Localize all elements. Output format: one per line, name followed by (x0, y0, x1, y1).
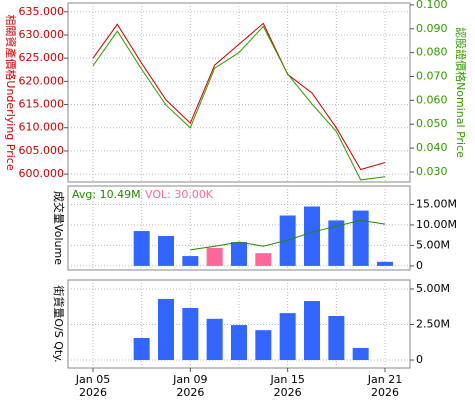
tick-label: 5.00M (416, 282, 450, 295)
bar (279, 215, 296, 266)
bar (304, 301, 320, 361)
y-axis-title: 成交量Volume (52, 191, 66, 265)
tick-label: 0.050 (416, 117, 448, 130)
bar (133, 231, 150, 266)
tick-label: 0 (416, 259, 423, 272)
x-tick-label: Jan 15 (269, 373, 304, 386)
bar (352, 210, 369, 266)
bar (133, 338, 150, 361)
tick-label: 2.50M (416, 317, 450, 330)
tick-label: 0.070 (416, 70, 448, 83)
bar (255, 253, 272, 266)
tick-label: 10.00M (416, 218, 457, 231)
bar (182, 308, 199, 361)
tick-label: 5.00M (416, 238, 450, 251)
x-tick-label: Jan 05 (75, 373, 110, 386)
panel-frame (67, 2, 411, 183)
bar (352, 347, 369, 361)
y2-axis-title: 認股證價格Nominal Price (454, 27, 468, 158)
line (92, 25, 386, 181)
tick-label: 610.000 (19, 121, 65, 134)
x-tick-year: 2026 (274, 386, 302, 399)
tick-label: 0.040 (416, 141, 448, 154)
tick-label: 625.000 (19, 51, 65, 64)
tick-label: 605.000 (19, 144, 65, 157)
bar (304, 206, 320, 266)
x-tick-label: Jan 21 (367, 373, 402, 386)
bar (182, 256, 199, 266)
tick-label: 0.030 (416, 165, 448, 178)
y-axis-title: 街貨量O/S Qty. (52, 285, 66, 362)
bar (231, 242, 247, 266)
bar (206, 247, 223, 266)
x-tick-year: 2026 (371, 386, 399, 399)
annotation: Avg: 10.49M (72, 188, 141, 201)
x-tick-label: Jan 09 (172, 373, 207, 386)
x-tick-year: 2026 (176, 386, 204, 399)
bar (279, 313, 296, 361)
tick-label: 620.000 (19, 74, 65, 87)
bar (158, 235, 174, 266)
bar (158, 298, 174, 361)
bar (377, 261, 393, 266)
tick-label: 0.100 (416, 0, 448, 11)
bar (231, 325, 247, 361)
y-axis-title: 相關資產價格Underlying Price (4, 14, 18, 170)
tick-label: 0 (416, 353, 423, 366)
tick-label: 630.000 (19, 28, 65, 41)
tick-label: 600.000 (19, 167, 65, 180)
bar (206, 318, 223, 361)
annotation: VOL: 30.00K (145, 188, 214, 201)
bar (255, 330, 272, 361)
bar (328, 220, 345, 266)
line (190, 219, 386, 251)
tick-label: 0.060 (416, 93, 448, 106)
tick-label: 0.090 (416, 22, 448, 35)
x-tick-year: 2026 (79, 386, 107, 399)
tick-label: 615.000 (19, 98, 65, 111)
tick-label: 0.080 (416, 46, 448, 59)
bar (328, 315, 345, 361)
line (92, 22, 386, 171)
tick-label: 15.00M (416, 197, 457, 210)
tick-label: 635.000 (19, 5, 65, 18)
